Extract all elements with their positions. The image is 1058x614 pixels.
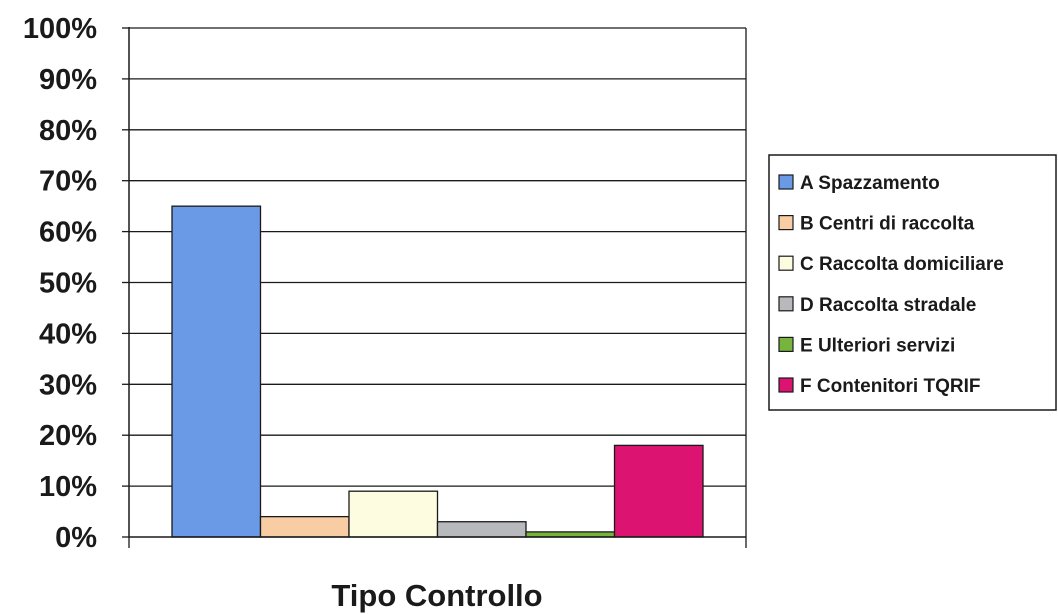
y-tick-label: 40%	[39, 318, 97, 350]
y-tick-label: 70%	[39, 166, 97, 198]
bars	[171, 205, 704, 538]
legend-swatch	[778, 255, 794, 271]
bar-d	[436, 521, 527, 538]
legend-label: D Raccolta stradale	[800, 295, 976, 316]
y-tick-label: 30%	[39, 369, 97, 401]
bar-a	[171, 205, 262, 538]
bar-b	[259, 515, 350, 538]
bar-c	[348, 490, 439, 538]
y-tick-label: 90%	[39, 64, 97, 96]
bar-f	[613, 444, 704, 538]
legend-swatch	[778, 296, 794, 312]
legend-label: C Raccolta domiciliare	[800, 254, 1004, 275]
legend-label: F Contenitori TQRIF	[800, 376, 980, 397]
y-tick-label: 50%	[39, 268, 97, 300]
legend-swatch	[778, 377, 794, 393]
legend-label: A Spazzamento	[800, 173, 940, 194]
y-axis-ticks: 0% 10% 20% 30% 40% 50% 60% 70% 80% 90% 100%	[23, 13, 129, 554]
y-tick-label: 100%	[23, 13, 97, 45]
legend: A Spazzamento B Centri di raccolta C Racco…	[768, 154, 1057, 411]
legend-box	[768, 154, 1057, 411]
y-tick-label: 10%	[39, 471, 97, 503]
legend-label: B Centri di raccolta	[800, 214, 975, 235]
legend-swatch	[778, 174, 794, 190]
axes	[128, 27, 747, 548]
x-axis-label: Tipo Controllo	[331, 578, 542, 613]
y-tick-label: 80%	[39, 115, 97, 147]
y-tick-label: 0%	[55, 522, 97, 554]
y-tick-label: 60%	[39, 217, 97, 249]
y-tick-label: 20%	[39, 420, 97, 452]
legend-swatch	[778, 215, 794, 231]
legend-label: E Ulteriori servizi	[800, 335, 955, 356]
legend-swatch	[778, 336, 794, 352]
bar-e	[525, 531, 616, 538]
